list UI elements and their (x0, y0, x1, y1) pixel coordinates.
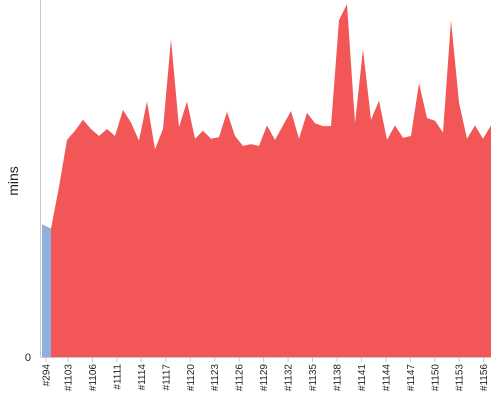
x-tick-label: #1123 (210, 364, 221, 392)
area-series-blue (42, 224, 51, 357)
x-tick-label: #1114 (137, 364, 148, 391)
x-tick-label: #1141 (357, 364, 368, 392)
x-tick-label: #1144 (381, 364, 392, 392)
x-axis-tick-labels: #294 #1103 #1106 #1111 #1114 #1117 #1120 #1123 #… (42, 364, 491, 392)
y-tick-label: 0 (25, 352, 31, 364)
plot-area (42, 4, 491, 357)
x-tick-label: #1129 (259, 364, 270, 392)
x-tick-label: #1135 (308, 364, 319, 392)
x-tick-label: #1126 (235, 364, 246, 392)
x-tick-label: #1153 (455, 364, 466, 392)
x-tick-label: #1111 (112, 364, 123, 390)
x-tick-label: #1106 (88, 364, 99, 392)
area-series-red (51, 4, 491, 357)
x-tick-label: #1132 (284, 364, 295, 392)
x-tick-label: #1120 (186, 364, 197, 392)
x-tick-label: #1117 (161, 364, 172, 391)
x-tick-label: #1147 (406, 364, 417, 392)
x-tick-label: #1150 (430, 364, 441, 392)
x-tick-label: #1138 (332, 364, 343, 392)
y-axis-label: mins (5, 166, 21, 196)
x-tick-label: #1156 (479, 364, 490, 392)
x-tick-label: #1103 (64, 364, 75, 392)
x-tick-label: #294 (42, 364, 53, 387)
x-axis-ticks (45, 357, 485, 362)
